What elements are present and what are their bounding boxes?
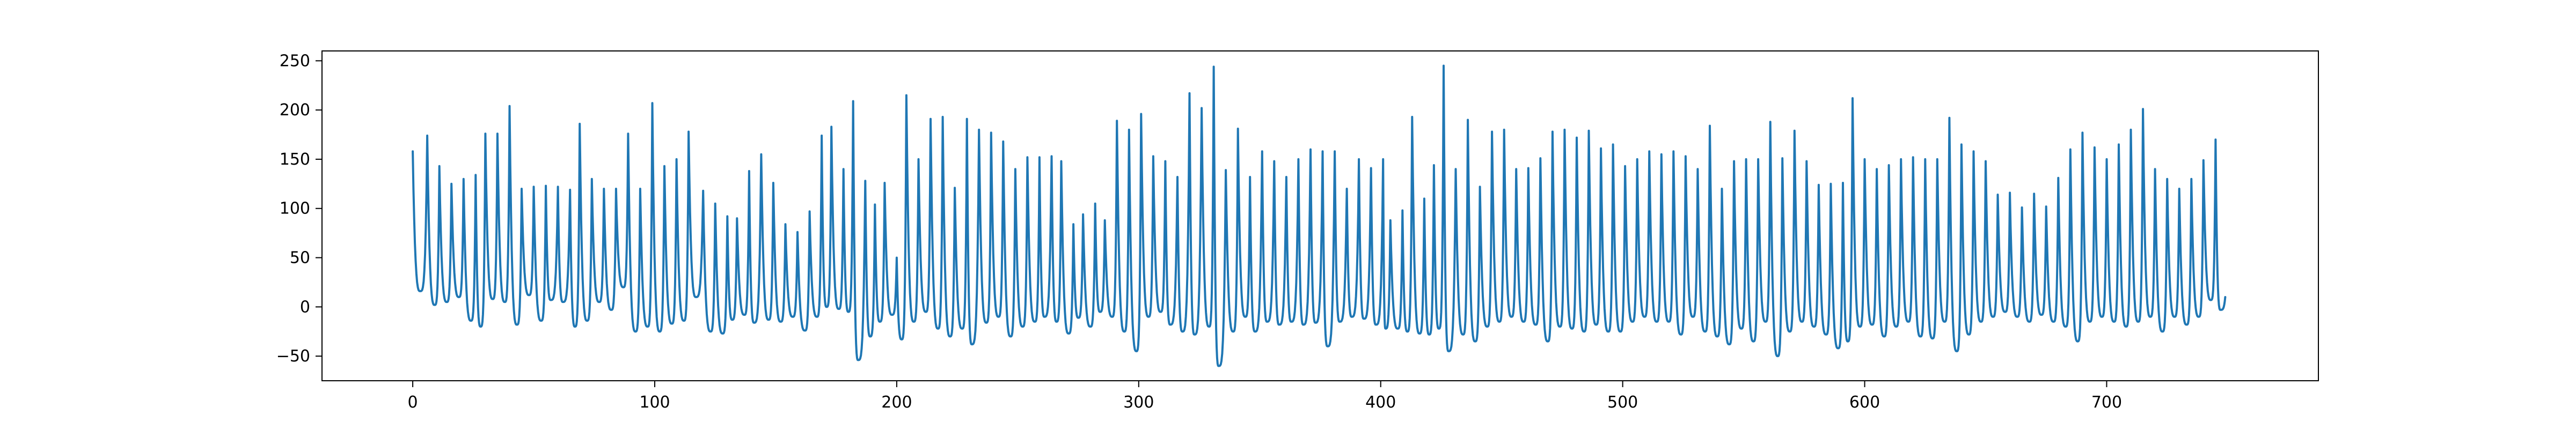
y-tick-label: 50 xyxy=(290,249,310,268)
x-tick-label: 600 xyxy=(1849,393,1880,412)
y-tick-label: 150 xyxy=(280,150,310,169)
x-tick-label: 200 xyxy=(881,393,912,412)
plot-frame xyxy=(321,50,2319,381)
x-tick-label: 100 xyxy=(639,393,670,412)
y-tick-label: 200 xyxy=(280,101,310,120)
y-axis: −50 0 50 100 150 200 250 xyxy=(276,51,322,366)
y-tick-label: 250 xyxy=(280,51,310,70)
y-tick-label: 100 xyxy=(280,199,310,218)
y-tick-label: −50 xyxy=(276,347,310,366)
x-tick-label: 300 xyxy=(1123,393,1154,412)
y-tick-label: 0 xyxy=(300,298,310,316)
x-tick-label: 0 xyxy=(408,393,418,412)
x-tick-label: 500 xyxy=(1607,393,1638,412)
series-line xyxy=(412,64,2227,367)
x-axis: 0 100 200 300 400 500 600 700 xyxy=(408,381,2122,412)
x-tick-label: 700 xyxy=(2091,393,2122,412)
x-tick-label: 400 xyxy=(1365,393,1396,412)
